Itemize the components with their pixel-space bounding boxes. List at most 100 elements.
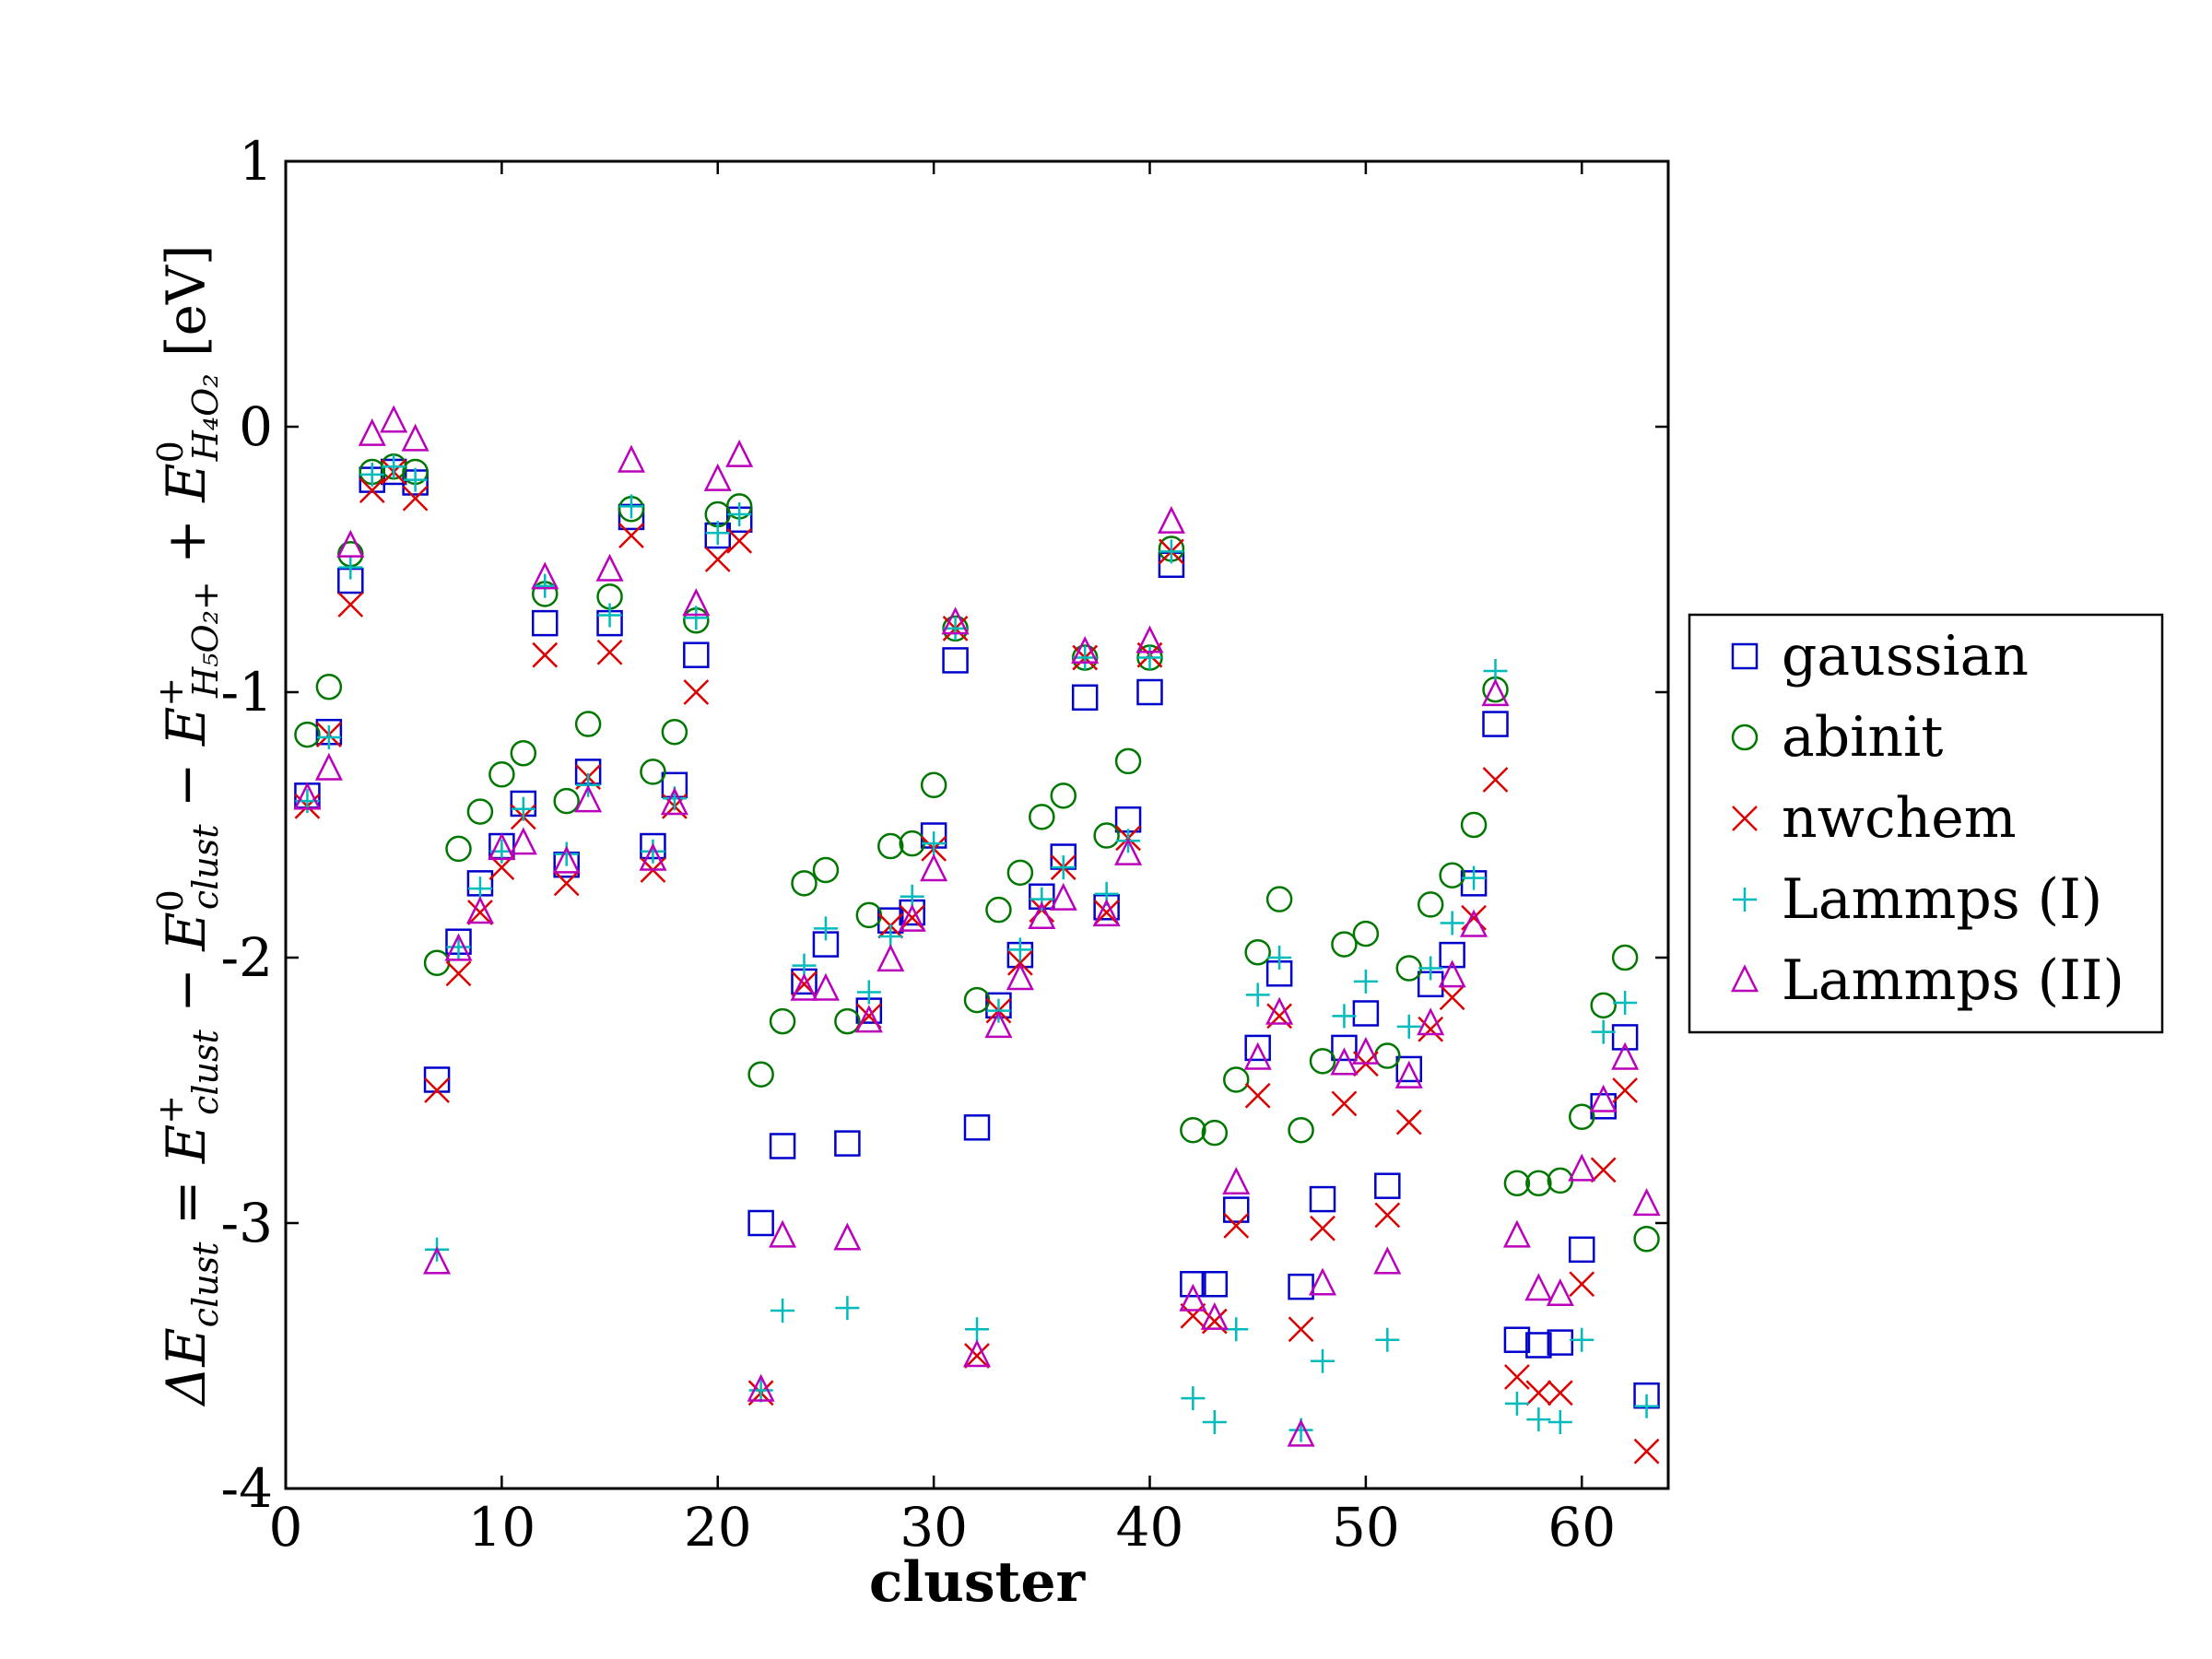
data-point xyxy=(1224,1317,1249,1342)
x-tick-label: 20 xyxy=(684,1496,752,1559)
data-point xyxy=(705,521,730,546)
legend-entry: Lammps (I) xyxy=(1733,867,2102,932)
data-point xyxy=(812,856,840,884)
data-point xyxy=(618,523,644,548)
data-point xyxy=(1007,937,1032,962)
data-point xyxy=(1591,1019,1616,1044)
data-point xyxy=(964,1343,990,1369)
data-point xyxy=(1352,920,1380,947)
data-point xyxy=(1030,887,1054,912)
data-point xyxy=(1332,1004,1357,1029)
data-point xyxy=(1181,1386,1206,1411)
data-point xyxy=(337,592,364,618)
ylabel-sup-2: + xyxy=(150,1095,191,1124)
data-point xyxy=(1570,1327,1594,1352)
data-point xyxy=(1525,1380,1552,1406)
data-point xyxy=(1243,1041,1272,1070)
data-point xyxy=(382,454,406,479)
data-point xyxy=(1180,1302,1206,1329)
data-point xyxy=(597,603,622,628)
data-point xyxy=(877,832,904,860)
data-point xyxy=(1440,911,1465,935)
data-point xyxy=(683,641,710,668)
data-point xyxy=(532,609,559,637)
data-point xyxy=(1439,862,1465,888)
data-point xyxy=(1374,1172,1401,1199)
data-point xyxy=(1394,1060,1423,1088)
data-point xyxy=(446,935,471,959)
ylabel-sub-1: clust xyxy=(185,1241,226,1327)
data-point xyxy=(444,933,473,961)
data-point xyxy=(424,1077,450,1103)
data-point xyxy=(1309,1185,1336,1213)
legend-label: abinit xyxy=(1782,705,1943,770)
ylabel-sup-4: + xyxy=(150,677,191,707)
data-point xyxy=(1438,959,1466,988)
data-point xyxy=(1330,1047,1359,1076)
data-point xyxy=(1525,1332,1552,1359)
data-point xyxy=(661,718,688,746)
series-lammps-ii xyxy=(293,405,1661,1447)
data-point xyxy=(1093,900,1120,925)
data-point xyxy=(1547,1410,1572,1434)
data-point xyxy=(531,561,559,590)
data-point xyxy=(1310,1215,1335,1241)
data-point xyxy=(509,827,537,855)
data-point xyxy=(899,904,925,931)
data-point xyxy=(943,616,968,641)
data-point xyxy=(1590,1093,1617,1120)
data-point xyxy=(1504,1364,1530,1390)
ylabel-eq: = xyxy=(155,1163,218,1241)
ylabel-minus-1: − xyxy=(155,951,218,1030)
data-point xyxy=(1029,804,1055,830)
data-point xyxy=(1159,539,1183,564)
data-point xyxy=(1611,944,1639,971)
data-point xyxy=(314,752,343,781)
data-point xyxy=(1180,1116,1206,1144)
data-point xyxy=(596,639,623,665)
data-point xyxy=(704,547,731,572)
data-point xyxy=(1245,982,1270,1007)
ylabel-sub-4: H₅O₂+ xyxy=(185,581,226,699)
data-point xyxy=(1287,1418,1315,1447)
data-point xyxy=(1524,1273,1553,1301)
data-point xyxy=(1417,1007,1445,1036)
data-point xyxy=(359,462,384,487)
data-point xyxy=(293,782,322,810)
data-point xyxy=(552,845,581,874)
data-point xyxy=(1546,1277,1574,1307)
legend-marker xyxy=(1731,642,1759,670)
legend: gaussian abinit nwchem Lammps (I) Lammps (II… xyxy=(1688,613,2164,1034)
data-point xyxy=(1503,1326,1531,1353)
data-point xyxy=(338,555,363,580)
legend-entries: gaussian abinit nwchem Lammps (I) Lammps (II… xyxy=(1730,624,2124,1013)
data-point xyxy=(771,1299,795,1324)
data-point xyxy=(1093,822,1120,849)
data-point xyxy=(488,832,516,861)
data-point xyxy=(1633,1438,1660,1465)
series-lammps-i xyxy=(295,454,1659,1442)
data-point xyxy=(466,798,494,825)
data-point xyxy=(1202,1410,1227,1434)
x-tick-label: 30 xyxy=(900,1496,968,1559)
data-point xyxy=(1135,625,1164,653)
data-point xyxy=(726,527,753,554)
data-point xyxy=(1504,1391,1529,1416)
legend-box xyxy=(1688,613,2164,1034)
data-point xyxy=(1417,891,1444,918)
data-point xyxy=(1632,1188,1661,1217)
data-point xyxy=(790,972,818,1001)
data-point xyxy=(1244,1082,1271,1109)
data-point xyxy=(336,529,365,558)
data-point xyxy=(660,787,688,816)
data-point xyxy=(1353,969,1378,994)
plot-frame xyxy=(284,159,1670,1490)
data-point xyxy=(1136,678,1163,706)
data-point xyxy=(1267,946,1292,970)
data-point xyxy=(1331,1090,1358,1117)
data-point xyxy=(510,739,537,767)
data-point xyxy=(1244,1034,1271,1062)
ylabel-sup-5: 0 xyxy=(150,441,191,463)
